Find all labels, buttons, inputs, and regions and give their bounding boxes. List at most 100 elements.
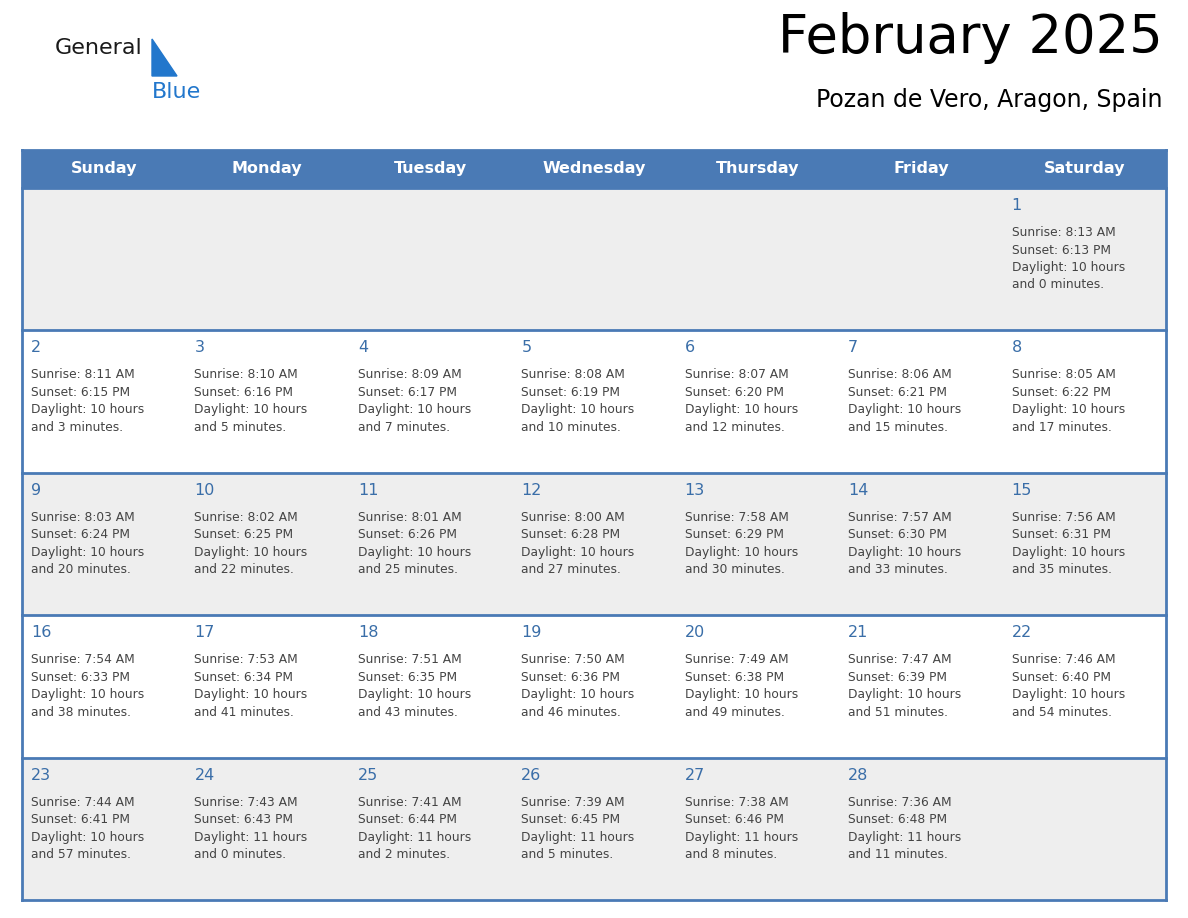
- Text: Daylight: 10 hours: Daylight: 10 hours: [684, 688, 798, 701]
- Text: Daylight: 10 hours: Daylight: 10 hours: [522, 403, 634, 417]
- Text: Sunrise: 7:51 AM: Sunrise: 7:51 AM: [358, 654, 462, 666]
- Text: 11: 11: [358, 483, 378, 498]
- Text: Sunrise: 8:08 AM: Sunrise: 8:08 AM: [522, 368, 625, 381]
- Text: Sunrise: 8:00 AM: Sunrise: 8:00 AM: [522, 510, 625, 524]
- Text: 27: 27: [684, 767, 704, 783]
- Text: Wednesday: Wednesday: [542, 162, 646, 176]
- Text: Sunrise: 8:06 AM: Sunrise: 8:06 AM: [848, 368, 952, 381]
- Text: Sunrise: 8:11 AM: Sunrise: 8:11 AM: [31, 368, 134, 381]
- Text: 2: 2: [31, 341, 42, 355]
- Text: Sunrise: 7:39 AM: Sunrise: 7:39 AM: [522, 796, 625, 809]
- Text: 12: 12: [522, 483, 542, 498]
- Text: Daylight: 11 hours: Daylight: 11 hours: [522, 831, 634, 844]
- Text: Sunrise: 8:09 AM: Sunrise: 8:09 AM: [358, 368, 462, 381]
- Text: and 15 minutes.: and 15 minutes.: [848, 420, 948, 434]
- Text: Sunset: 6:48 PM: Sunset: 6:48 PM: [848, 813, 947, 826]
- Text: 26: 26: [522, 767, 542, 783]
- Text: 14: 14: [848, 483, 868, 498]
- Text: and 38 minutes.: and 38 minutes.: [31, 706, 131, 719]
- Text: Daylight: 10 hours: Daylight: 10 hours: [848, 546, 961, 559]
- Text: Sunset: 6:33 PM: Sunset: 6:33 PM: [31, 671, 129, 684]
- Text: Daylight: 11 hours: Daylight: 11 hours: [358, 831, 472, 844]
- Text: Sunset: 6:43 PM: Sunset: 6:43 PM: [195, 813, 293, 826]
- Text: Sunset: 6:21 PM: Sunset: 6:21 PM: [848, 386, 947, 399]
- Text: Pozan de Vero, Aragon, Spain: Pozan de Vero, Aragon, Spain: [816, 88, 1163, 112]
- Text: and 5 minutes.: and 5 minutes.: [195, 420, 286, 434]
- Text: 3: 3: [195, 341, 204, 355]
- Text: and 0 minutes.: and 0 minutes.: [1011, 278, 1104, 292]
- Text: 19: 19: [522, 625, 542, 640]
- Text: Daylight: 10 hours: Daylight: 10 hours: [358, 546, 472, 559]
- Text: 4: 4: [358, 341, 368, 355]
- Text: Daylight: 10 hours: Daylight: 10 hours: [195, 546, 308, 559]
- Text: Sunset: 6:39 PM: Sunset: 6:39 PM: [848, 671, 947, 684]
- Text: and 7 minutes.: and 7 minutes.: [358, 420, 450, 434]
- Text: and 22 minutes.: and 22 minutes.: [195, 564, 295, 577]
- Text: Sunrise: 8:01 AM: Sunrise: 8:01 AM: [358, 510, 462, 524]
- Text: and 12 minutes.: and 12 minutes.: [684, 420, 784, 434]
- Text: Sunset: 6:45 PM: Sunset: 6:45 PM: [522, 813, 620, 826]
- Text: 20: 20: [684, 625, 704, 640]
- Bar: [23, 330, 1165, 473]
- Text: 15: 15: [1011, 483, 1032, 498]
- Text: Sunrise: 8:13 AM: Sunrise: 8:13 AM: [1011, 226, 1116, 239]
- Text: 13: 13: [684, 483, 704, 498]
- Text: Sunset: 6:38 PM: Sunset: 6:38 PM: [684, 671, 784, 684]
- Text: 1: 1: [1011, 198, 1022, 213]
- Text: Sunrise: 7:49 AM: Sunrise: 7:49 AM: [684, 654, 789, 666]
- Text: Sunset: 6:31 PM: Sunset: 6:31 PM: [1011, 528, 1111, 542]
- Text: Daylight: 10 hours: Daylight: 10 hours: [31, 688, 144, 701]
- Text: 22: 22: [1011, 625, 1032, 640]
- Text: and 54 minutes.: and 54 minutes.: [1011, 706, 1112, 719]
- Text: Sunday: Sunday: [70, 162, 137, 176]
- Text: Sunrise: 7:47 AM: Sunrise: 7:47 AM: [848, 654, 952, 666]
- Text: Sunrise: 7:57 AM: Sunrise: 7:57 AM: [848, 510, 952, 524]
- Text: Sunrise: 7:50 AM: Sunrise: 7:50 AM: [522, 654, 625, 666]
- Text: Sunset: 6:25 PM: Sunset: 6:25 PM: [195, 528, 293, 542]
- Text: Sunset: 6:22 PM: Sunset: 6:22 PM: [1011, 386, 1111, 399]
- Text: 25: 25: [358, 767, 378, 783]
- Text: Daylight: 11 hours: Daylight: 11 hours: [195, 831, 308, 844]
- Text: 24: 24: [195, 767, 215, 783]
- Text: Daylight: 11 hours: Daylight: 11 hours: [848, 831, 961, 844]
- Text: and 17 minutes.: and 17 minutes.: [1011, 420, 1112, 434]
- Text: Sunset: 6:28 PM: Sunset: 6:28 PM: [522, 528, 620, 542]
- Text: and 25 minutes.: and 25 minutes.: [358, 564, 457, 577]
- Text: 23: 23: [31, 767, 51, 783]
- Text: Daylight: 10 hours: Daylight: 10 hours: [31, 403, 144, 417]
- Text: Sunset: 6:16 PM: Sunset: 6:16 PM: [195, 386, 293, 399]
- Text: General: General: [55, 38, 143, 58]
- Text: Daylight: 10 hours: Daylight: 10 hours: [1011, 688, 1125, 701]
- Text: Monday: Monday: [232, 162, 303, 176]
- Text: and 5 minutes.: and 5 minutes.: [522, 848, 613, 861]
- Text: Sunset: 6:26 PM: Sunset: 6:26 PM: [358, 528, 457, 542]
- Text: Daylight: 10 hours: Daylight: 10 hours: [522, 546, 634, 559]
- Text: and 11 minutes.: and 11 minutes.: [848, 848, 948, 861]
- Text: and 2 minutes.: and 2 minutes.: [358, 848, 450, 861]
- Text: Sunset: 6:17 PM: Sunset: 6:17 PM: [358, 386, 457, 399]
- Text: Daylight: 10 hours: Daylight: 10 hours: [1011, 403, 1125, 417]
- Text: Daylight: 10 hours: Daylight: 10 hours: [195, 403, 308, 417]
- Text: Daylight: 10 hours: Daylight: 10 hours: [358, 688, 472, 701]
- Text: and 57 minutes.: and 57 minutes.: [31, 848, 131, 861]
- Text: Sunrise: 7:58 AM: Sunrise: 7:58 AM: [684, 510, 789, 524]
- Text: Sunset: 6:29 PM: Sunset: 6:29 PM: [684, 528, 784, 542]
- Text: Daylight: 10 hours: Daylight: 10 hours: [31, 831, 144, 844]
- Text: Daylight: 10 hours: Daylight: 10 hours: [684, 546, 798, 559]
- Text: Sunset: 6:20 PM: Sunset: 6:20 PM: [684, 386, 784, 399]
- Text: and 46 minutes.: and 46 minutes.: [522, 706, 621, 719]
- Text: Daylight: 10 hours: Daylight: 10 hours: [522, 688, 634, 701]
- Text: Sunset: 6:35 PM: Sunset: 6:35 PM: [358, 671, 457, 684]
- Text: Daylight: 10 hours: Daylight: 10 hours: [358, 403, 472, 417]
- Text: February 2025: February 2025: [778, 12, 1163, 64]
- Text: and 30 minutes.: and 30 minutes.: [684, 564, 784, 577]
- Text: Sunrise: 7:41 AM: Sunrise: 7:41 AM: [358, 796, 461, 809]
- Text: Saturday: Saturday: [1043, 162, 1125, 176]
- Text: 28: 28: [848, 767, 868, 783]
- Text: Sunrise: 7:56 AM: Sunrise: 7:56 AM: [1011, 510, 1116, 524]
- Text: Sunset: 6:46 PM: Sunset: 6:46 PM: [684, 813, 784, 826]
- Text: and 43 minutes.: and 43 minutes.: [358, 706, 457, 719]
- Text: Tuesday: Tuesday: [394, 162, 467, 176]
- Text: Friday: Friday: [893, 162, 949, 176]
- Text: 18: 18: [358, 625, 378, 640]
